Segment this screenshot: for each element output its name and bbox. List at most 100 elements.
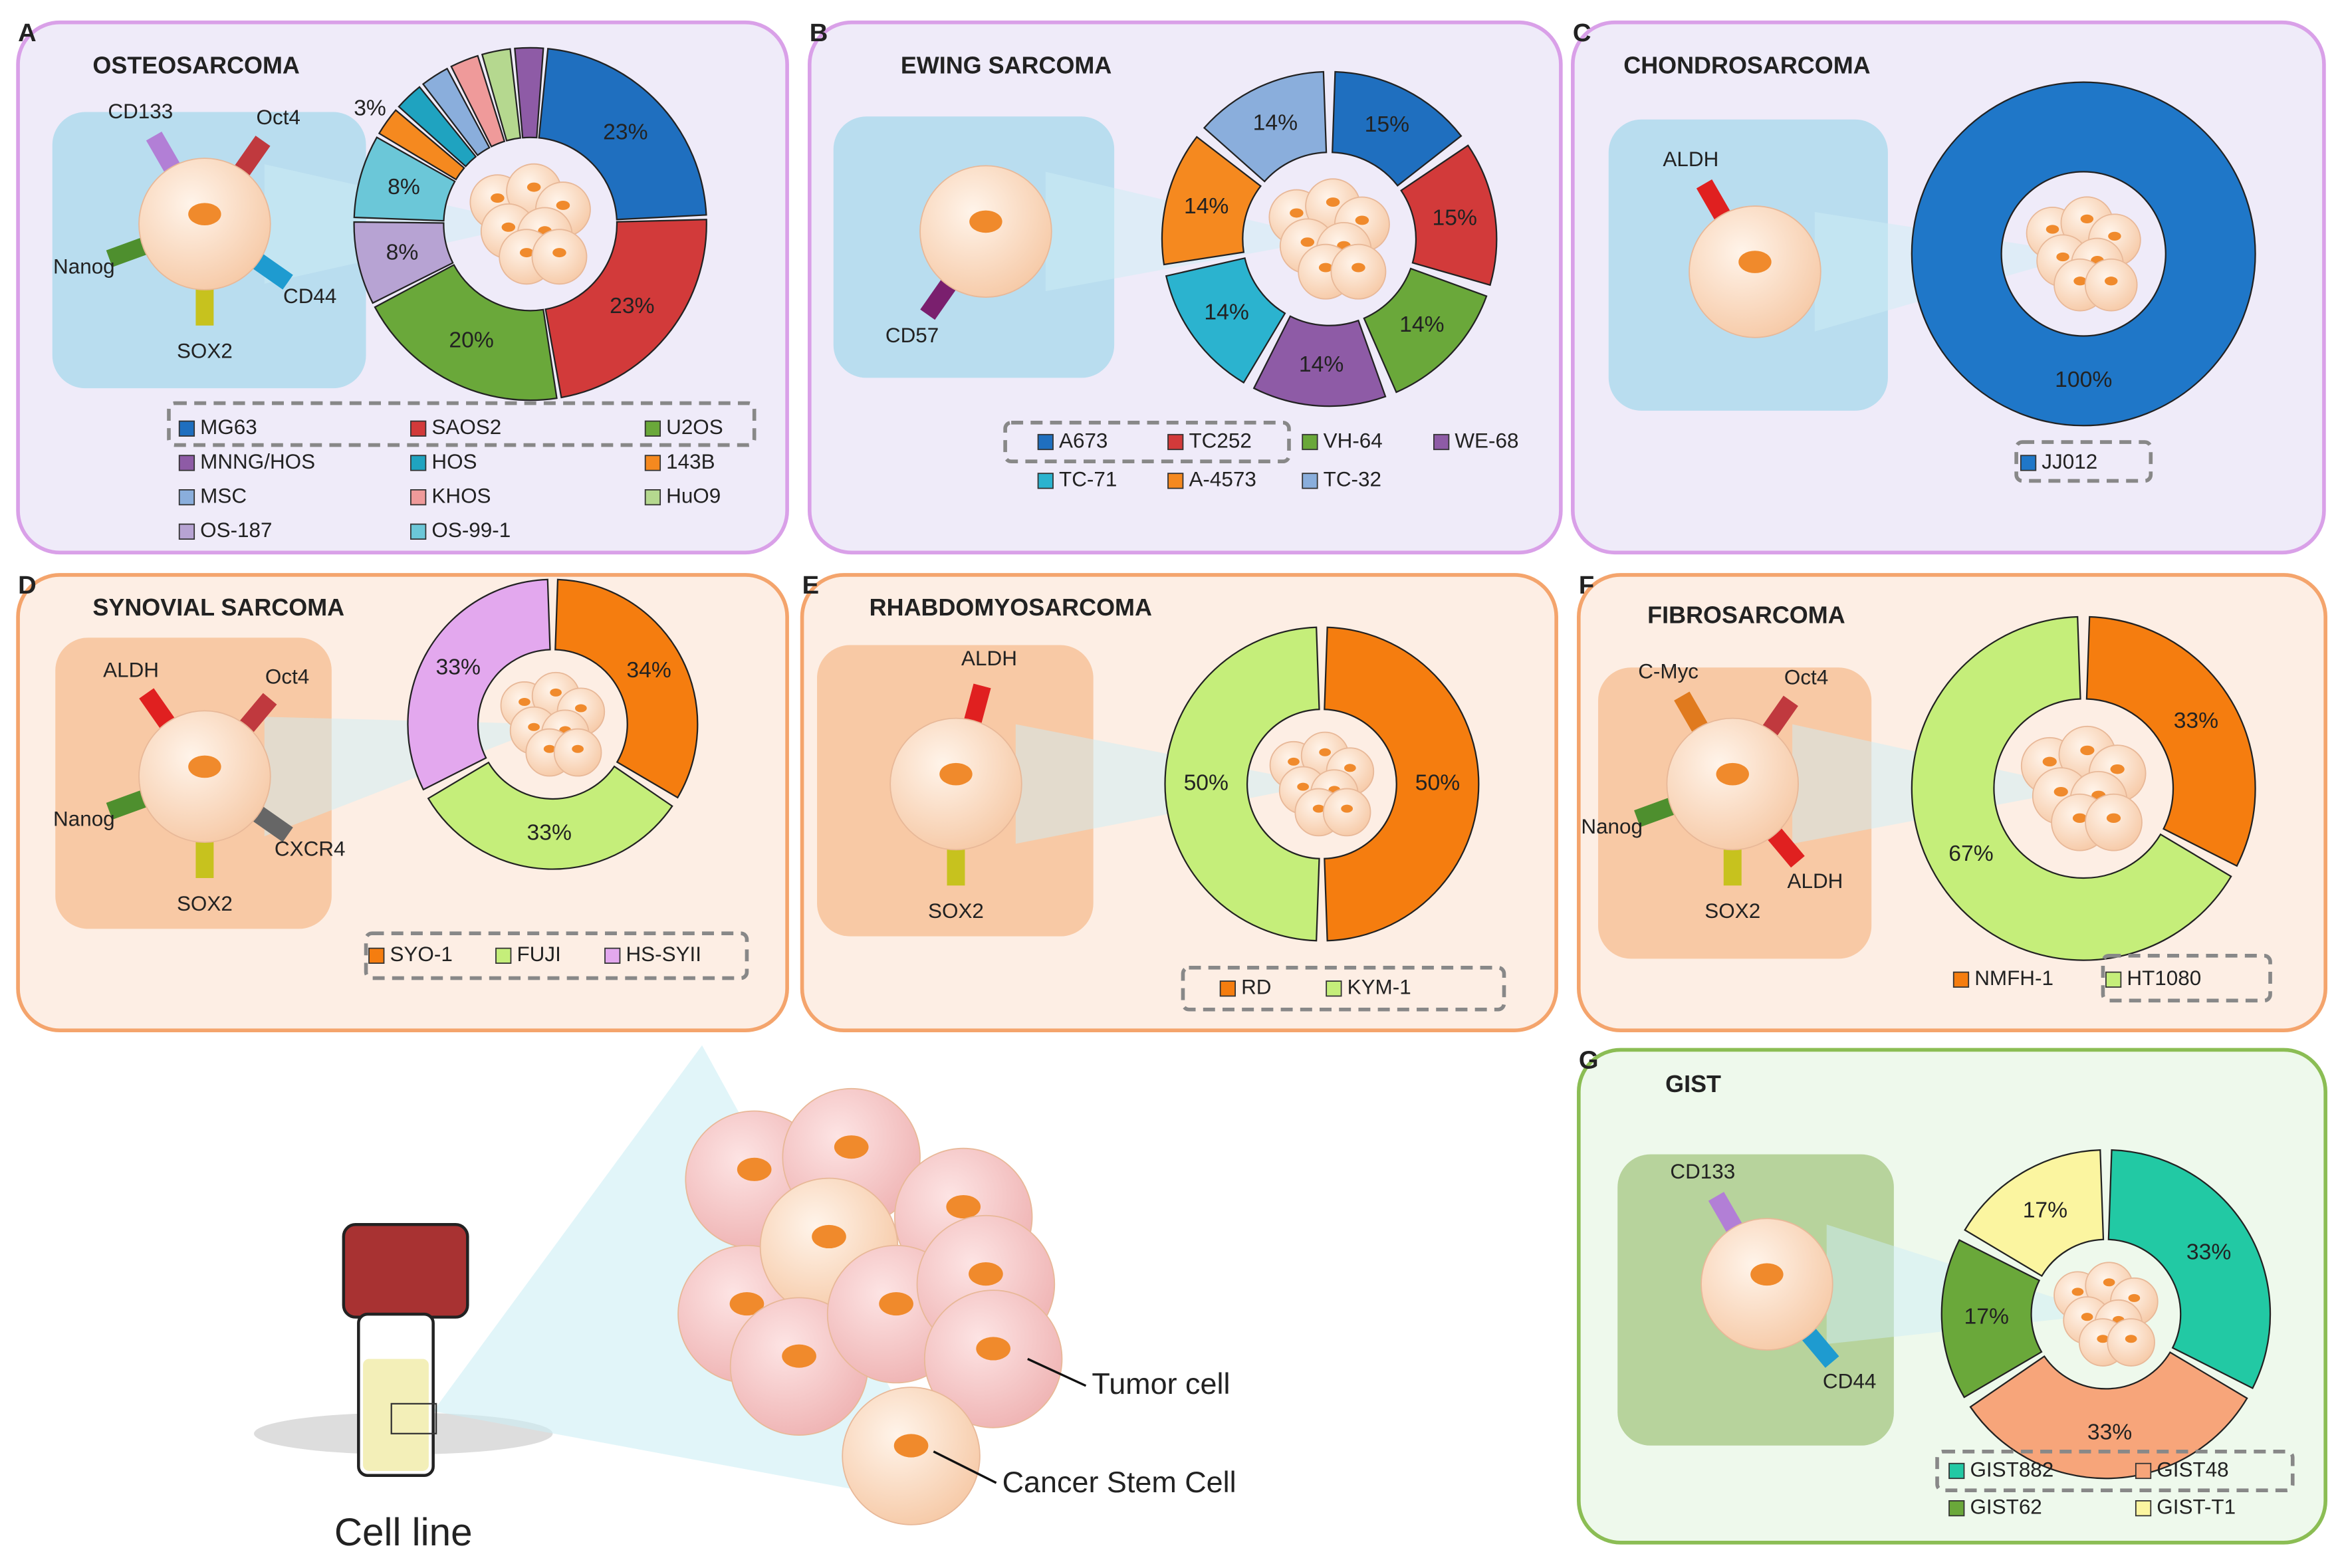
legend-label: GIST62 — [1970, 1495, 2042, 1518]
nucleus — [574, 704, 587, 713]
legend-label: WE-68 — [1455, 429, 1518, 452]
legend-label: SAOS2 — [431, 415, 501, 439]
nucleus — [782, 1344, 816, 1368]
nucleus — [2072, 813, 2087, 824]
legend-dash-box — [1181, 966, 1506, 1012]
segment-label: 14% — [1299, 352, 1344, 377]
donut-segment — [554, 578, 699, 799]
legend-label: HT1080 — [2127, 966, 2201, 990]
nucleus — [2105, 277, 2118, 286]
marker-label: SOX2 — [177, 340, 233, 363]
nucleus — [1750, 1263, 1784, 1286]
legend-label: HS-SYII — [626, 943, 701, 966]
nucleus — [2110, 764, 2125, 774]
legend-label: GIST-T1 — [2157, 1495, 2236, 1518]
panel-title: OSTEOSARCOMA — [92, 52, 299, 79]
donut-segment — [514, 47, 544, 139]
donut-segment — [1252, 315, 1387, 407]
legend-swatch — [410, 489, 427, 506]
marker-label: ALDH — [961, 647, 1017, 670]
legend-swatch — [2135, 1500, 2152, 1517]
nucleus — [1290, 208, 1304, 218]
nucleus — [729, 1291, 764, 1316]
panel: F FIBROSARCOMA C-Myc Oct4 ALDH SOX2 Nanog 33% 67… — [1577, 571, 2327, 1033]
donut-segment — [1324, 626, 1480, 942]
legend-swatch — [368, 947, 385, 964]
nucleus — [491, 193, 505, 203]
legend-label: A673 — [1059, 429, 1108, 452]
panel-letter: D — [18, 571, 37, 600]
donut-segment — [1161, 136, 1262, 266]
legend-swatch — [410, 455, 427, 471]
legend-swatch — [644, 455, 661, 471]
nucleus — [556, 200, 570, 210]
panels: A OSTEOSARCOMA CD133 Oct4 CD44 SOX2 Nanog 23% 23… — [16, 19, 2327, 1545]
legend-label: MNNG/HOS — [200, 450, 315, 473]
tube-liquid — [363, 1359, 429, 1471]
legend-label: KHOS — [431, 484, 491, 507]
legend-swatch — [1952, 971, 1970, 988]
marker-label: CD133 — [108, 100, 173, 123]
nucleus — [2103, 1278, 2115, 1287]
segment-label: 34% — [626, 657, 671, 683]
nucleus — [188, 203, 221, 225]
legend-dash-box — [1003, 420, 1291, 464]
donut-segment — [378, 109, 465, 181]
donut-segment — [450, 55, 506, 148]
panel-letter: G — [1579, 1046, 1599, 1074]
legend-swatch — [2020, 455, 2037, 471]
segment-label: 33% — [2087, 1420, 2132, 1445]
marker-label: CXCR4 — [275, 837, 346, 860]
cell-cluster — [677, 1087, 1063, 1525]
legend-swatch — [1302, 433, 1318, 451]
nucleus — [1351, 263, 1365, 273]
segment-label: 33% — [2186, 1239, 2231, 1264]
donut-segment — [2107, 1149, 2272, 1390]
nucleus — [188, 755, 221, 778]
legend-swatch — [2105, 971, 2122, 988]
panel-title: RHABDOMYOSARCOMA — [870, 594, 1152, 621]
marker-label: CD133 — [1670, 1160, 1735, 1183]
nucleus — [1341, 804, 1353, 813]
panel: E RHABDOMYOSARCOMA ALDH SOX2 50% 50% RD KYM-1 — [800, 571, 1558, 1033]
tube-cap — [342, 1223, 469, 1319]
nucleus — [946, 1194, 981, 1219]
cancer-stem-cell-label: Cancer Stem Cell — [1002, 1465, 1236, 1499]
segment-label: 8% — [388, 174, 420, 199]
nucleus — [527, 182, 541, 192]
legend-label: GIST882 — [1970, 1458, 2053, 1481]
nucleus — [2128, 1293, 2141, 1302]
donut-segment — [544, 219, 707, 399]
legend-dash-box — [2101, 954, 2272, 1003]
nucleus — [1318, 263, 1333, 273]
legend-label: GIST48 — [2157, 1458, 2228, 1481]
legend-swatch — [1037, 473, 1054, 489]
legend-label: NMFH-1 — [1974, 966, 2053, 990]
nucleus — [2042, 756, 2057, 767]
nucleus — [1288, 757, 1300, 766]
donut-segment — [1203, 70, 1328, 183]
nucleus — [552, 248, 566, 258]
nucleus — [1300, 237, 1315, 247]
nucleus — [543, 744, 556, 753]
donut-segment — [1964, 1149, 2105, 1278]
legend-label: MG63 — [200, 415, 257, 439]
nucleus — [2046, 225, 2059, 234]
legend-swatch — [644, 420, 661, 437]
legend-swatch — [178, 523, 195, 540]
nucleus — [893, 1434, 929, 1458]
legend-swatch — [604, 947, 621, 964]
nucleus — [2080, 214, 2094, 224]
nucleus — [1319, 748, 1331, 756]
donut-segment — [1969, 1351, 2248, 1480]
legend-label: TC-71 — [1059, 468, 1117, 491]
donut-segment — [1363, 267, 1488, 393]
donut-segment — [398, 86, 477, 168]
legend-label: HOS — [431, 450, 477, 473]
nucleus — [501, 222, 516, 232]
donut-segment — [1332, 70, 1463, 187]
nucleus — [519, 698, 530, 707]
segment-label: 14% — [1253, 110, 1298, 136]
nucleus — [2106, 813, 2121, 824]
segment-label: 14% — [1204, 300, 1248, 325]
